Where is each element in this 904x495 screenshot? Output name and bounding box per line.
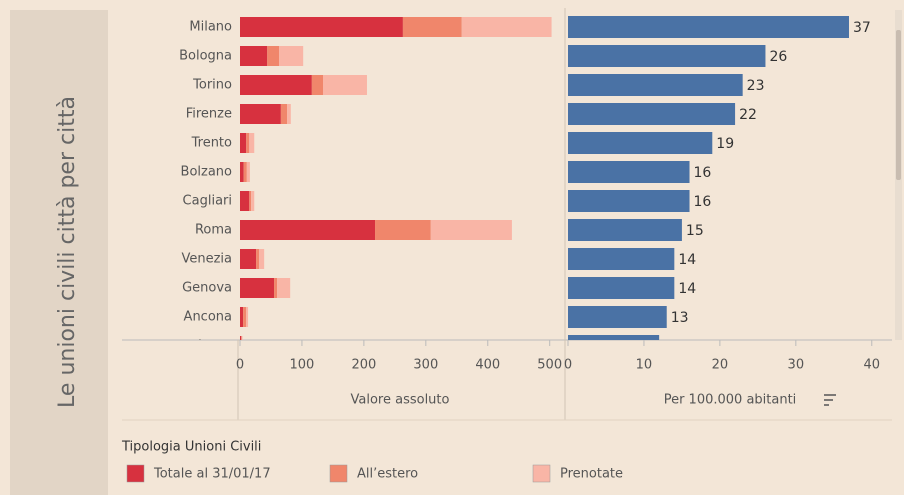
bar bbox=[568, 248, 675, 270]
bar-segment bbox=[240, 220, 376, 240]
legend-label: Prenotate bbox=[560, 467, 623, 482]
bar-segment bbox=[240, 104, 281, 124]
bar-segment bbox=[241, 336, 243, 340]
x-tick-label: 0 bbox=[564, 358, 572, 373]
category-label: Aosta bbox=[196, 339, 232, 354]
title-panel bbox=[10, 10, 108, 495]
bar-segment bbox=[243, 162, 247, 182]
dashboard-title: Le unioni civili città per città bbox=[55, 96, 80, 408]
bar bbox=[568, 277, 675, 299]
bar bbox=[568, 306, 667, 328]
bar-segment bbox=[251, 191, 255, 211]
value-label: 19 bbox=[716, 136, 734, 152]
value-label: 16 bbox=[694, 165, 712, 181]
x-tick-label: 500 bbox=[537, 358, 562, 373]
x-tick-label: 0 bbox=[236, 358, 244, 373]
bar-segment bbox=[246, 162, 250, 182]
bar-segment bbox=[256, 249, 260, 269]
bar-segment bbox=[279, 46, 304, 66]
category-label: Torino bbox=[192, 78, 232, 93]
x-tick-label: 300 bbox=[413, 358, 438, 373]
sort-icon[interactable] bbox=[824, 394, 836, 406]
bar bbox=[568, 16, 849, 38]
category-label: Milano bbox=[189, 20, 232, 35]
scrollbar-thumb[interactable] bbox=[896, 30, 901, 180]
legend-swatch bbox=[329, 464, 348, 483]
x-axis-title: Per 100.000 abitanti bbox=[664, 393, 797, 408]
bar-segment bbox=[240, 191, 250, 211]
bar-segment bbox=[240, 133, 247, 153]
category-label: Genova bbox=[182, 281, 232, 296]
bar bbox=[568, 335, 660, 340]
category-label: Ancona bbox=[184, 310, 232, 325]
bar-segment bbox=[240, 307, 244, 327]
x-tick-label: 400 bbox=[475, 358, 500, 373]
value-label: 23 bbox=[747, 78, 765, 94]
bar bbox=[568, 219, 682, 241]
bar bbox=[568, 74, 743, 96]
category-label: Venezia bbox=[181, 252, 232, 267]
value-label: 16 bbox=[694, 194, 712, 210]
bar-segment bbox=[240, 75, 312, 95]
category-label: Cagliari bbox=[183, 194, 232, 209]
bar-segment bbox=[287, 104, 291, 124]
x-tick-label: 100 bbox=[290, 358, 315, 373]
bar-segment bbox=[240, 46, 268, 66]
bar-segment bbox=[246, 307, 249, 327]
legend-swatch bbox=[532, 464, 551, 483]
bar-segment bbox=[274, 278, 278, 298]
category-label: Trento bbox=[191, 136, 232, 151]
bar bbox=[568, 161, 690, 183]
bar-segment bbox=[243, 307, 247, 327]
bar-segment bbox=[240, 17, 403, 37]
bar-segment bbox=[311, 75, 324, 95]
bar-segment bbox=[267, 46, 280, 66]
value-label: 12 bbox=[663, 339, 681, 355]
bar bbox=[568, 132, 713, 154]
x-tick-label: 200 bbox=[351, 358, 376, 373]
bar-segment bbox=[249, 133, 255, 153]
legend-title: Tipologia Unioni Civili bbox=[121, 440, 261, 455]
category-label: Bolzano bbox=[181, 165, 233, 180]
bar bbox=[568, 190, 690, 212]
category-label: Bologna bbox=[179, 49, 232, 64]
bar bbox=[568, 103, 736, 125]
category-label: Roma bbox=[195, 223, 232, 238]
bar-segment bbox=[240, 336, 242, 340]
value-label: 14 bbox=[678, 281, 696, 297]
bar-segment bbox=[461, 17, 552, 37]
bar-segment bbox=[375, 220, 431, 240]
value-label: 13 bbox=[671, 310, 689, 326]
legend-label: All’estero bbox=[357, 467, 418, 482]
bar-segment bbox=[240, 249, 257, 269]
legend-swatch bbox=[126, 464, 145, 483]
category-label: Firenze bbox=[186, 107, 232, 122]
bar-segment bbox=[277, 278, 291, 298]
value-label: 22 bbox=[739, 107, 757, 123]
legend-label: Totale al 31/01/17 bbox=[153, 467, 271, 482]
value-label: 26 bbox=[769, 49, 787, 65]
bar-segment bbox=[246, 133, 250, 153]
bar bbox=[568, 45, 766, 67]
value-label: 14 bbox=[678, 252, 696, 268]
bar-segment bbox=[241, 336, 242, 340]
x-tick-label: 10 bbox=[636, 358, 653, 373]
bar-segment bbox=[240, 278, 275, 298]
x-tick-label: 20 bbox=[712, 358, 729, 373]
bar-segment bbox=[240, 162, 244, 182]
bar-segment bbox=[323, 75, 367, 95]
bar-segment bbox=[249, 191, 252, 211]
bar-segment bbox=[430, 220, 512, 240]
bar-segment bbox=[259, 249, 265, 269]
x-tick-label: 40 bbox=[864, 358, 881, 373]
value-label: 37 bbox=[853, 20, 871, 36]
x-axis-title: Valore assoluto bbox=[351, 393, 450, 408]
bar-segment bbox=[402, 17, 462, 37]
x-tick-label: 30 bbox=[788, 358, 805, 373]
bar-segment bbox=[280, 104, 288, 124]
value-label: 15 bbox=[686, 223, 704, 239]
